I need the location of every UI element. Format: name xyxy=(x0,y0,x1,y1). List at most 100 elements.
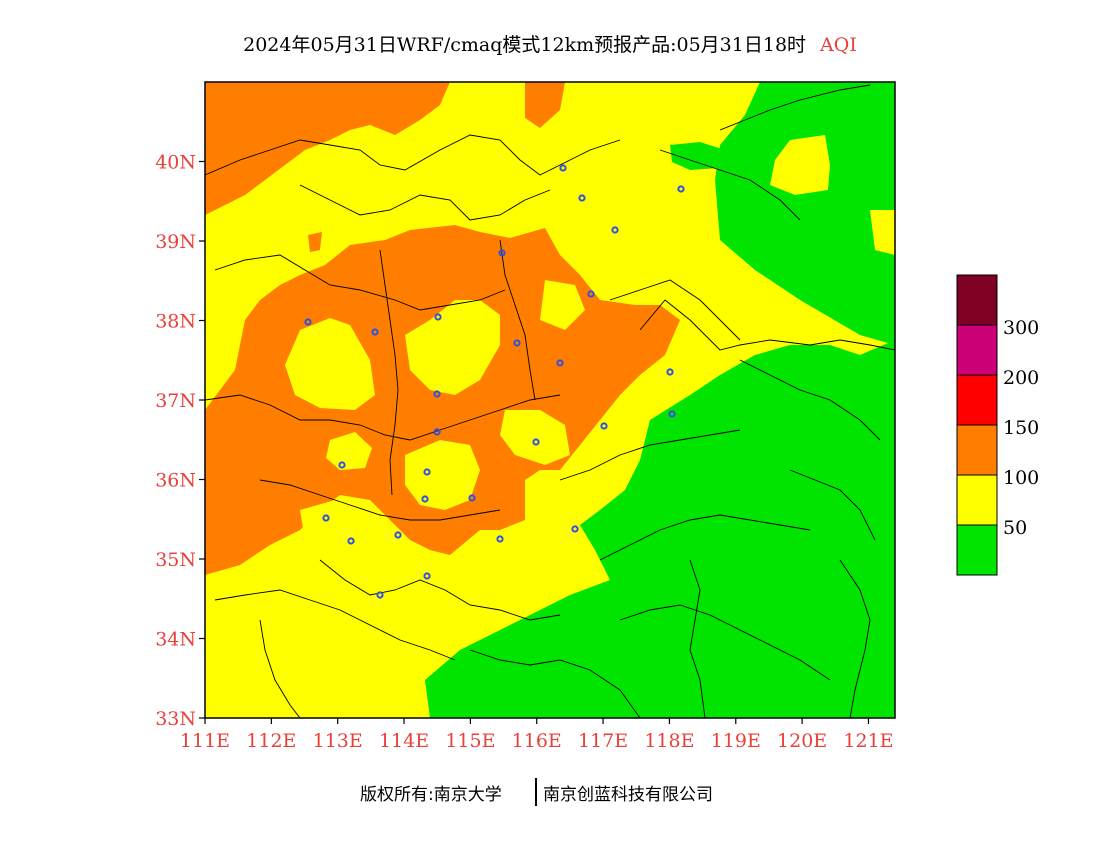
city-marker xyxy=(677,185,685,193)
boundary-line xyxy=(689,559,706,718)
boundary-line xyxy=(609,279,741,341)
lon-tick-label: 121E xyxy=(843,730,893,752)
legend-swatch-300-plus xyxy=(957,275,997,325)
boundary-line xyxy=(214,254,506,311)
aqi-field-100-150-north-patch xyxy=(525,82,565,128)
lon-tick-label: 113E xyxy=(313,730,363,752)
lon-tick-label: 114E xyxy=(379,730,429,752)
city-marker xyxy=(421,495,429,503)
aqi-hole-6 xyxy=(300,500,360,548)
legend-swatch-200-300 xyxy=(957,325,997,375)
copyright-right: 南京创蓝科技有限公司 xyxy=(543,785,713,805)
lon-tick-label: 119E xyxy=(711,730,761,752)
lat-tick-label: 34N xyxy=(155,629,196,651)
aqi-field-layer xyxy=(205,82,895,718)
city-marker xyxy=(434,313,442,321)
aqi-hole-4 xyxy=(405,440,480,510)
copyright-left: 版权所有:南京大学 xyxy=(360,785,502,805)
city-marker xyxy=(571,525,579,533)
city-marker xyxy=(611,226,619,234)
city-marker xyxy=(666,368,674,376)
lat-tick-label: 37N xyxy=(155,390,196,412)
title-product: AQI xyxy=(820,34,857,56)
aqi-field-0-50-east-patch xyxy=(770,135,830,195)
city-marker xyxy=(498,249,506,257)
coastline xyxy=(719,84,871,131)
copyright-footer: 版权所有:南京大学 南京创蓝科技有限公司 xyxy=(0,778,1100,806)
boundary-line xyxy=(789,469,876,541)
latitude-axis: 33N 34N 35N 36N 37N 38N 39N 40N xyxy=(155,152,205,730)
lat-tick-label: 40N xyxy=(155,152,196,174)
boundary-line xyxy=(559,429,741,481)
title-main: 2024年05月31日WRF/cmaq模式12km预报产品:05月31日18时 xyxy=(243,34,807,56)
city-markers xyxy=(304,164,685,599)
city-marker xyxy=(600,422,608,430)
city-marker xyxy=(304,318,312,326)
lon-tick-label: 116E xyxy=(512,730,562,752)
aqi-field-50-100-coast-patch xyxy=(870,210,895,255)
city-marker xyxy=(513,339,521,347)
boundary-line xyxy=(205,134,621,176)
lat-tick-label: 35N xyxy=(155,549,196,571)
boundary-line xyxy=(739,359,881,441)
city-marker xyxy=(587,290,595,298)
lat-tick-label: 39N xyxy=(155,231,196,253)
city-marker xyxy=(433,390,441,398)
boundary-line xyxy=(839,559,871,718)
city-marker xyxy=(338,461,346,469)
boundary-line xyxy=(469,649,641,718)
city-marker xyxy=(559,164,567,172)
map-title: 2024年05月31日WRF/cmaq模式12km预报产品:05月31日18时 A… xyxy=(0,30,1100,57)
legend-label-200: 200 xyxy=(1003,367,1039,389)
legend-label-50: 50 xyxy=(1003,517,1027,539)
longitude-axis: 111E 112E 113E 114E 115E 116E 117E 118E 119E 120E… xyxy=(180,718,894,752)
city-marker xyxy=(468,494,476,502)
legend-swatch-150-200 xyxy=(957,375,997,425)
boundary-line xyxy=(214,589,456,661)
lon-tick-label: 118E xyxy=(644,730,694,752)
boundary-line xyxy=(619,604,831,681)
boundary-line xyxy=(299,184,551,221)
admin-boundaries xyxy=(205,84,895,718)
aqi-field-0-50-east xyxy=(715,82,895,345)
aqi-hole-5 xyxy=(326,432,372,470)
city-marker xyxy=(423,572,431,580)
city-marker xyxy=(578,194,586,202)
city-marker xyxy=(376,591,384,599)
aqi-hole-2 xyxy=(405,300,500,395)
city-marker xyxy=(532,438,540,446)
boundary-line xyxy=(599,514,811,561)
lon-tick-label: 117E xyxy=(578,730,628,752)
aqi-field-100-150-northwest xyxy=(205,82,450,215)
aqi-field-0-50-southeast xyxy=(425,340,895,718)
lon-tick-label: 111E xyxy=(180,730,230,752)
boundary-line xyxy=(259,619,301,718)
legend-label-100: 100 xyxy=(1003,467,1039,489)
city-marker xyxy=(496,535,504,543)
lat-tick-label: 33N xyxy=(155,708,196,730)
city-marker xyxy=(371,328,379,336)
city-marker xyxy=(433,428,441,436)
legend-swatch-0-50 xyxy=(957,525,997,575)
city-marker xyxy=(556,359,564,367)
boundary-line xyxy=(379,249,399,496)
boundary-line xyxy=(659,149,801,221)
city-marker xyxy=(423,468,431,476)
coastline xyxy=(639,299,895,351)
city-marker xyxy=(668,410,676,418)
boundary-line xyxy=(205,394,561,441)
city-marker xyxy=(394,531,402,539)
lat-tick-label: 38N xyxy=(155,311,196,333)
city-marker xyxy=(322,514,330,522)
aqi-hole-1 xyxy=(285,318,375,410)
footer-separator xyxy=(535,778,537,806)
aqi-hole-7 xyxy=(540,280,585,330)
legend-label-150: 150 xyxy=(1003,417,1039,439)
lon-tick-label: 120E xyxy=(777,730,827,752)
boundary-line xyxy=(319,559,561,621)
boundary-line xyxy=(499,239,536,401)
boundary-line xyxy=(259,479,501,521)
legend-swatch-50-100 xyxy=(957,475,997,525)
legend-label-300: 300 xyxy=(1003,317,1039,339)
